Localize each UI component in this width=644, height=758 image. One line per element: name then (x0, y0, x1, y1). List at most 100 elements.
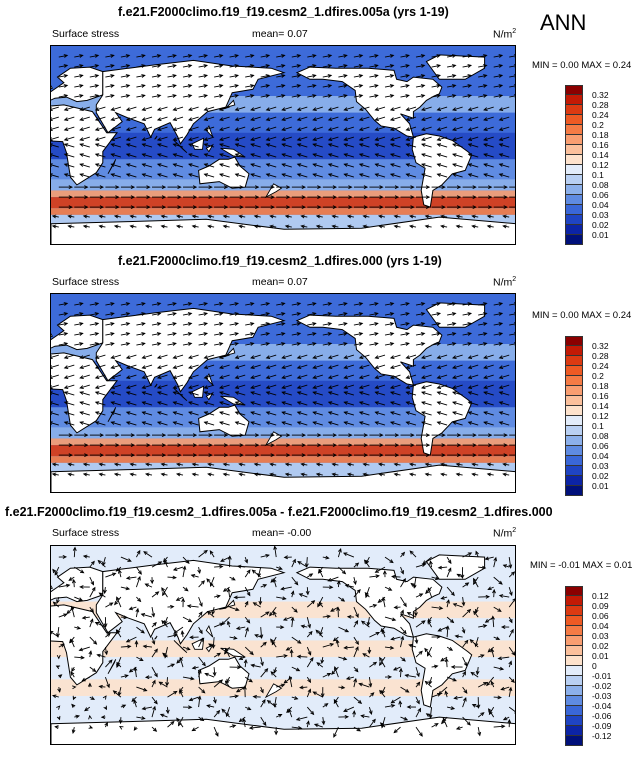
colorbar-tick-label: 0.03 (592, 631, 609, 641)
vector-arrow (64, 411, 75, 416)
vector-arrow (492, 616, 495, 628)
vector-arrowhead (327, 117, 333, 121)
vector-arrowhead (238, 462, 243, 467)
vector-arrowhead (467, 74, 473, 78)
colorbar-swatch (565, 636, 583, 646)
vector-arrowhead (284, 214, 290, 219)
vector-arrow (235, 384, 246, 389)
vector-arrow (369, 332, 378, 336)
vector-arrowhead (502, 716, 508, 721)
vector-arrow (390, 106, 401, 111)
vector-arrowhead (208, 453, 213, 458)
vector-arrow (353, 54, 363, 58)
vector-arrowhead (188, 401, 193, 405)
vector-arrow (483, 136, 494, 141)
vector-arrowhead (358, 143, 364, 147)
vector-arrow (276, 322, 285, 326)
vector-arrowhead (94, 401, 100, 405)
vector-arrowhead (483, 153, 488, 157)
vector-arrow (120, 84, 130, 88)
vector-arrow (462, 64, 472, 68)
vector-arrowhead (250, 375, 255, 379)
vector-arrow (313, 391, 323, 396)
vector-arrow (415, 302, 425, 306)
vector-arrow (142, 364, 153, 369)
vector-arrow (212, 606, 215, 615)
vector-arrowhead (503, 443, 508, 448)
vector-arrow (468, 374, 479, 379)
vector-arrowhead (94, 421, 100, 425)
colorbar-tick-label: 0.12 (592, 591, 609, 601)
colorbar-tick-label: 0.14 (592, 150, 609, 160)
vector-arrowhead (421, 127, 426, 131)
vector-arrowhead (51, 355, 53, 359)
vector-arrowhead (424, 214, 430, 219)
vector-arrowhead (467, 421, 473, 425)
vector-arrowhead (234, 391, 240, 395)
vector-arrow (157, 411, 168, 416)
vector-arrowhead (436, 163, 442, 167)
vector-arrowhead (389, 153, 395, 157)
vector-arrowhead (481, 565, 487, 570)
vector-arrowhead (234, 137, 240, 141)
vector-arrow (462, 302, 472, 306)
vector-arrowhead (358, 391, 364, 395)
vector-arrow (198, 64, 208, 68)
vector-arrowhead (249, 651, 254, 656)
vector-arrowhead (141, 54, 146, 58)
vector-arrow (126, 384, 137, 389)
vector-arrow (393, 666, 401, 671)
vector-arrowhead (218, 421, 224, 425)
vector-arrow (157, 106, 168, 111)
vector-arrowhead (54, 725, 59, 729)
vector-arrowhead (358, 173, 364, 177)
vector-arrowhead (389, 74, 395, 78)
vector-arrow (53, 601, 60, 608)
vector-arrowhead (377, 472, 383, 477)
vector-arrowhead (203, 153, 209, 157)
vector-arrow (415, 666, 420, 677)
vector-arrowhead (94, 302, 100, 306)
vector-arrow (353, 726, 361, 732)
vector-arrowhead (115, 433, 120, 438)
vector-arrowhead (410, 582, 415, 587)
vector-arrow (427, 620, 432, 628)
vector-arrowhead (223, 205, 229, 210)
vector-arrow (245, 74, 254, 78)
vector-arrowhead (108, 659, 113, 664)
vector-arrow (188, 374, 199, 379)
vector-arrowhead (379, 453, 384, 458)
vector-arrowhead (156, 84, 162, 88)
vector-arrowhead (307, 651, 312, 656)
vector-arrow (64, 116, 75, 121)
vector-arrowhead (312, 137, 317, 141)
vector-arrow (384, 64, 394, 68)
vector-arrowhead (63, 143, 69, 147)
vector-arrowhead (265, 385, 271, 389)
vector-arrow (477, 712, 485, 718)
vector-arrowhead (379, 195, 384, 200)
vector-arrowhead (413, 612, 418, 617)
vector-arrowhead (420, 74, 426, 78)
vector-arrow (353, 84, 363, 88)
colorbar-swatch (565, 476, 583, 486)
land-island (154, 135, 158, 140)
vector-arrowhead (498, 54, 504, 58)
vector-arrowhead (448, 647, 454, 651)
colorbar-tick-label: 0.02 (592, 220, 609, 230)
vector-arrowhead (238, 472, 243, 477)
vector-arrowhead (218, 153, 224, 157)
vector-arrowhead (300, 472, 305, 477)
vector-arrowhead (125, 107, 131, 111)
vector-arrowhead (187, 312, 193, 316)
vector-arrowhead (340, 685, 346, 690)
vector-arrow (245, 54, 254, 58)
vector-arrowhead (98, 224, 103, 229)
colorbar-swatch (565, 115, 583, 125)
vector-arrow (425, 681, 432, 688)
vector-arrow (431, 84, 441, 88)
vector-arrowhead (327, 64, 333, 68)
vector-arrow (297, 126, 308, 131)
vector-arrowhead (327, 401, 333, 405)
vector-arrow (384, 312, 394, 316)
